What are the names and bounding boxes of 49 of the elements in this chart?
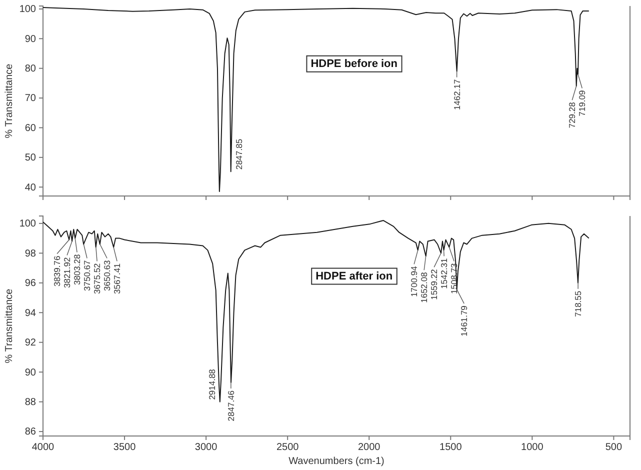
y-tick-label: 40 bbox=[24, 182, 36, 194]
annotation: HDPE before ion bbox=[310, 58, 398, 70]
annotation: 1461.79 bbox=[459, 305, 470, 336]
annotation: 1700.94 bbox=[409, 266, 420, 297]
x-tick-label: 3000 bbox=[194, 442, 218, 454]
x-tick-label: 1500 bbox=[440, 442, 462, 454]
x-tick-label: 2500 bbox=[276, 442, 300, 454]
x-axis-title: Wavenumbers (cm-1) bbox=[288, 456, 384, 467]
annotation: 3803.28 bbox=[72, 254, 82, 286]
annotation: 3750.67 bbox=[82, 260, 92, 291]
annotation: 729.28 bbox=[567, 102, 578, 128]
x-tick-label: 500 bbox=[605, 442, 622, 454]
y-tick-label: 94 bbox=[24, 308, 36, 319]
y-tick-label: 90 bbox=[24, 34, 36, 45]
x-tick-label: 2000 bbox=[358, 442, 381, 454]
x-tick-label: 3500 bbox=[113, 442, 136, 454]
annotation: 2847.46 bbox=[226, 390, 236, 422]
y-tick-label: 100 bbox=[19, 218, 36, 230]
y-tick-label: 100 bbox=[19, 4, 36, 16]
y-tick-label: 60 bbox=[24, 122, 36, 134]
annotation: 1652.08 bbox=[419, 272, 430, 303]
x-tick-label: 1000 bbox=[521, 442, 544, 454]
annotation: 718.55 bbox=[573, 290, 584, 317]
annotation: 1559.22 bbox=[429, 268, 440, 300]
annotation: 3839.76 bbox=[52, 256, 62, 287]
y-tick-label: 86 bbox=[24, 426, 36, 438]
y-tick-label: 70 bbox=[24, 93, 36, 104]
y-tick-label: 80 bbox=[24, 64, 36, 75]
y-tick-label: 50 bbox=[24, 152, 36, 164]
annotation: 3675.52 bbox=[92, 262, 102, 294]
y-axis-title: % Transmittance bbox=[4, 63, 15, 138]
annotation: 1508.73 bbox=[449, 262, 460, 294]
annotation: 1542.31 bbox=[439, 258, 450, 289]
annotation: 3821.92 bbox=[62, 257, 72, 288]
annotation: 2847.85 bbox=[234, 138, 244, 170]
annotation: HDPE after ion bbox=[316, 270, 393, 282]
y-tick-label: 88 bbox=[24, 397, 36, 408]
annotation: 1462.17 bbox=[452, 79, 462, 110]
y-tick-label: 98 bbox=[24, 248, 36, 260]
y-tick-label: 96 bbox=[24, 278, 36, 290]
annotation: 719.09 bbox=[577, 90, 588, 116]
line-series bbox=[42, 6, 590, 192]
annotation: 2914.88 bbox=[206, 368, 217, 400]
x-tick-label: 4000 bbox=[32, 442, 55, 454]
annotation: 3567.41 bbox=[112, 262, 122, 294]
y-tick-label: 92 bbox=[24, 338, 36, 349]
y-tick-label: 90 bbox=[24, 367, 36, 378]
annotation: 3650.63 bbox=[102, 260, 112, 291]
y-axis-title: % Transmittance bbox=[4, 288, 15, 364]
